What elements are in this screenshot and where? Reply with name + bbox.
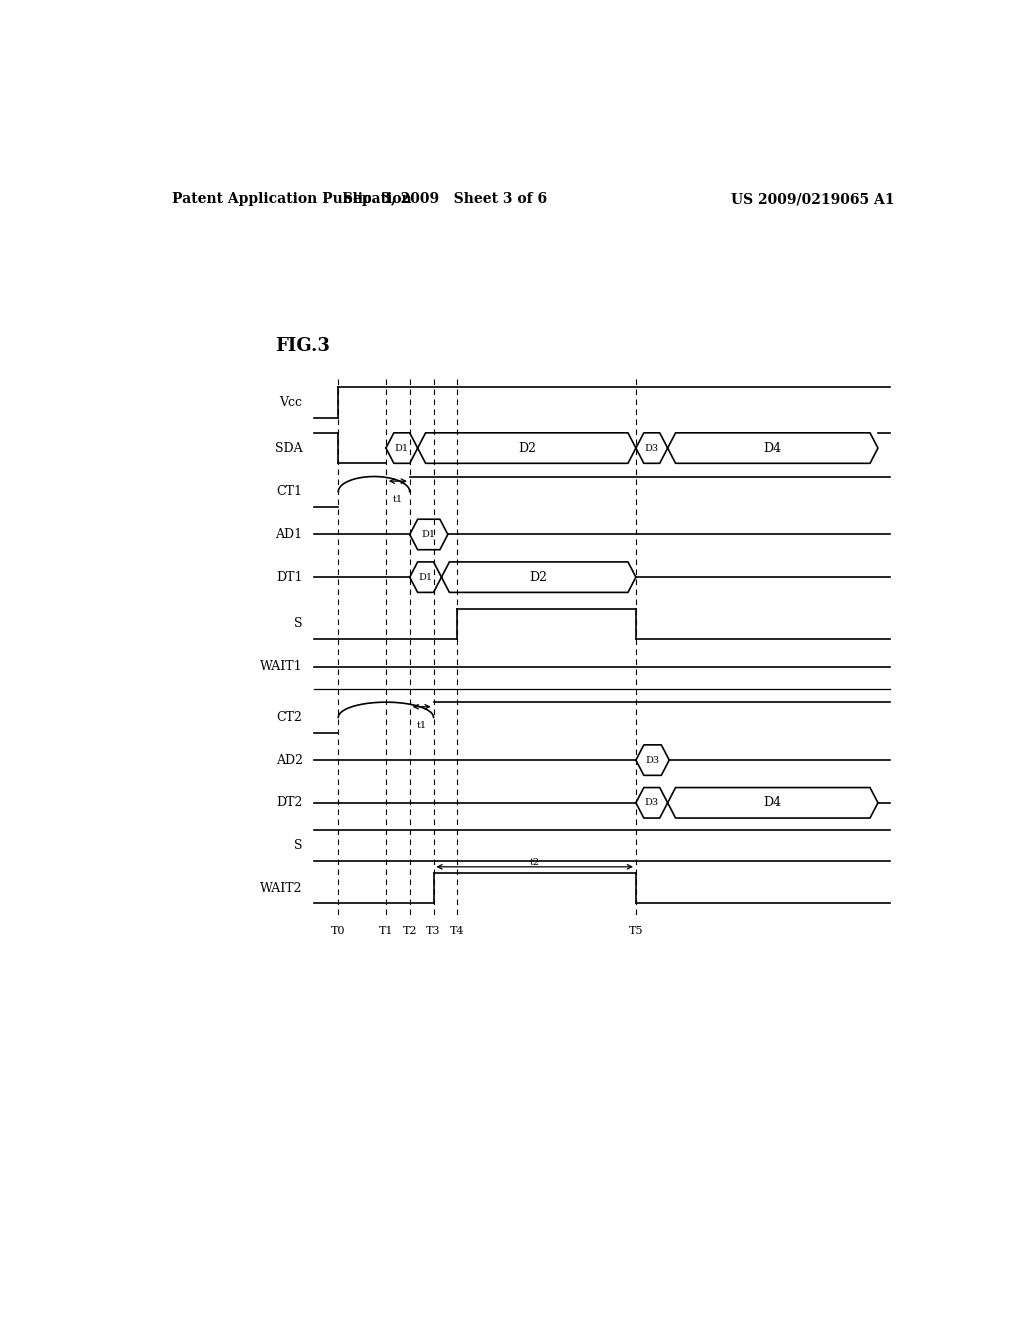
Text: US 2009/0219065 A1: US 2009/0219065 A1: [731, 191, 895, 206]
Text: T0: T0: [331, 925, 345, 936]
Text: T5: T5: [629, 925, 643, 936]
Text: DT1: DT1: [276, 570, 303, 583]
Text: D1: D1: [422, 529, 436, 539]
Text: WAIT2: WAIT2: [260, 882, 303, 895]
Text: AD1: AD1: [275, 528, 303, 541]
Text: Patent Application Publication: Patent Application Publication: [172, 191, 412, 206]
Text: CT1: CT1: [276, 486, 303, 498]
Text: CT2: CT2: [276, 711, 303, 723]
Text: T1: T1: [379, 925, 393, 936]
Text: D2: D2: [529, 570, 548, 583]
Text: Vcc: Vcc: [280, 396, 303, 409]
Text: SDA: SDA: [275, 442, 303, 454]
Text: D3: D3: [645, 755, 659, 764]
Text: t2: t2: [529, 858, 540, 867]
Text: D3: D3: [645, 444, 658, 453]
Text: S: S: [294, 840, 303, 851]
Text: S: S: [294, 618, 303, 631]
Text: AD2: AD2: [275, 754, 303, 767]
Text: D2: D2: [518, 442, 536, 454]
Text: D1: D1: [394, 444, 409, 453]
Text: T2: T2: [402, 925, 417, 936]
Text: D4: D4: [764, 796, 782, 809]
Text: WAIT1: WAIT1: [260, 660, 303, 673]
Text: D1: D1: [419, 573, 433, 582]
Text: t1: t1: [417, 721, 427, 730]
Text: T4: T4: [451, 925, 465, 936]
Text: DT2: DT2: [276, 796, 303, 809]
Text: T3: T3: [426, 925, 440, 936]
Text: Sep. 3, 2009   Sheet 3 of 6: Sep. 3, 2009 Sheet 3 of 6: [343, 191, 548, 206]
Text: D4: D4: [764, 442, 782, 454]
Text: FIG.3: FIG.3: [274, 338, 330, 355]
Text: t1: t1: [393, 495, 402, 504]
Text: D3: D3: [645, 799, 658, 808]
